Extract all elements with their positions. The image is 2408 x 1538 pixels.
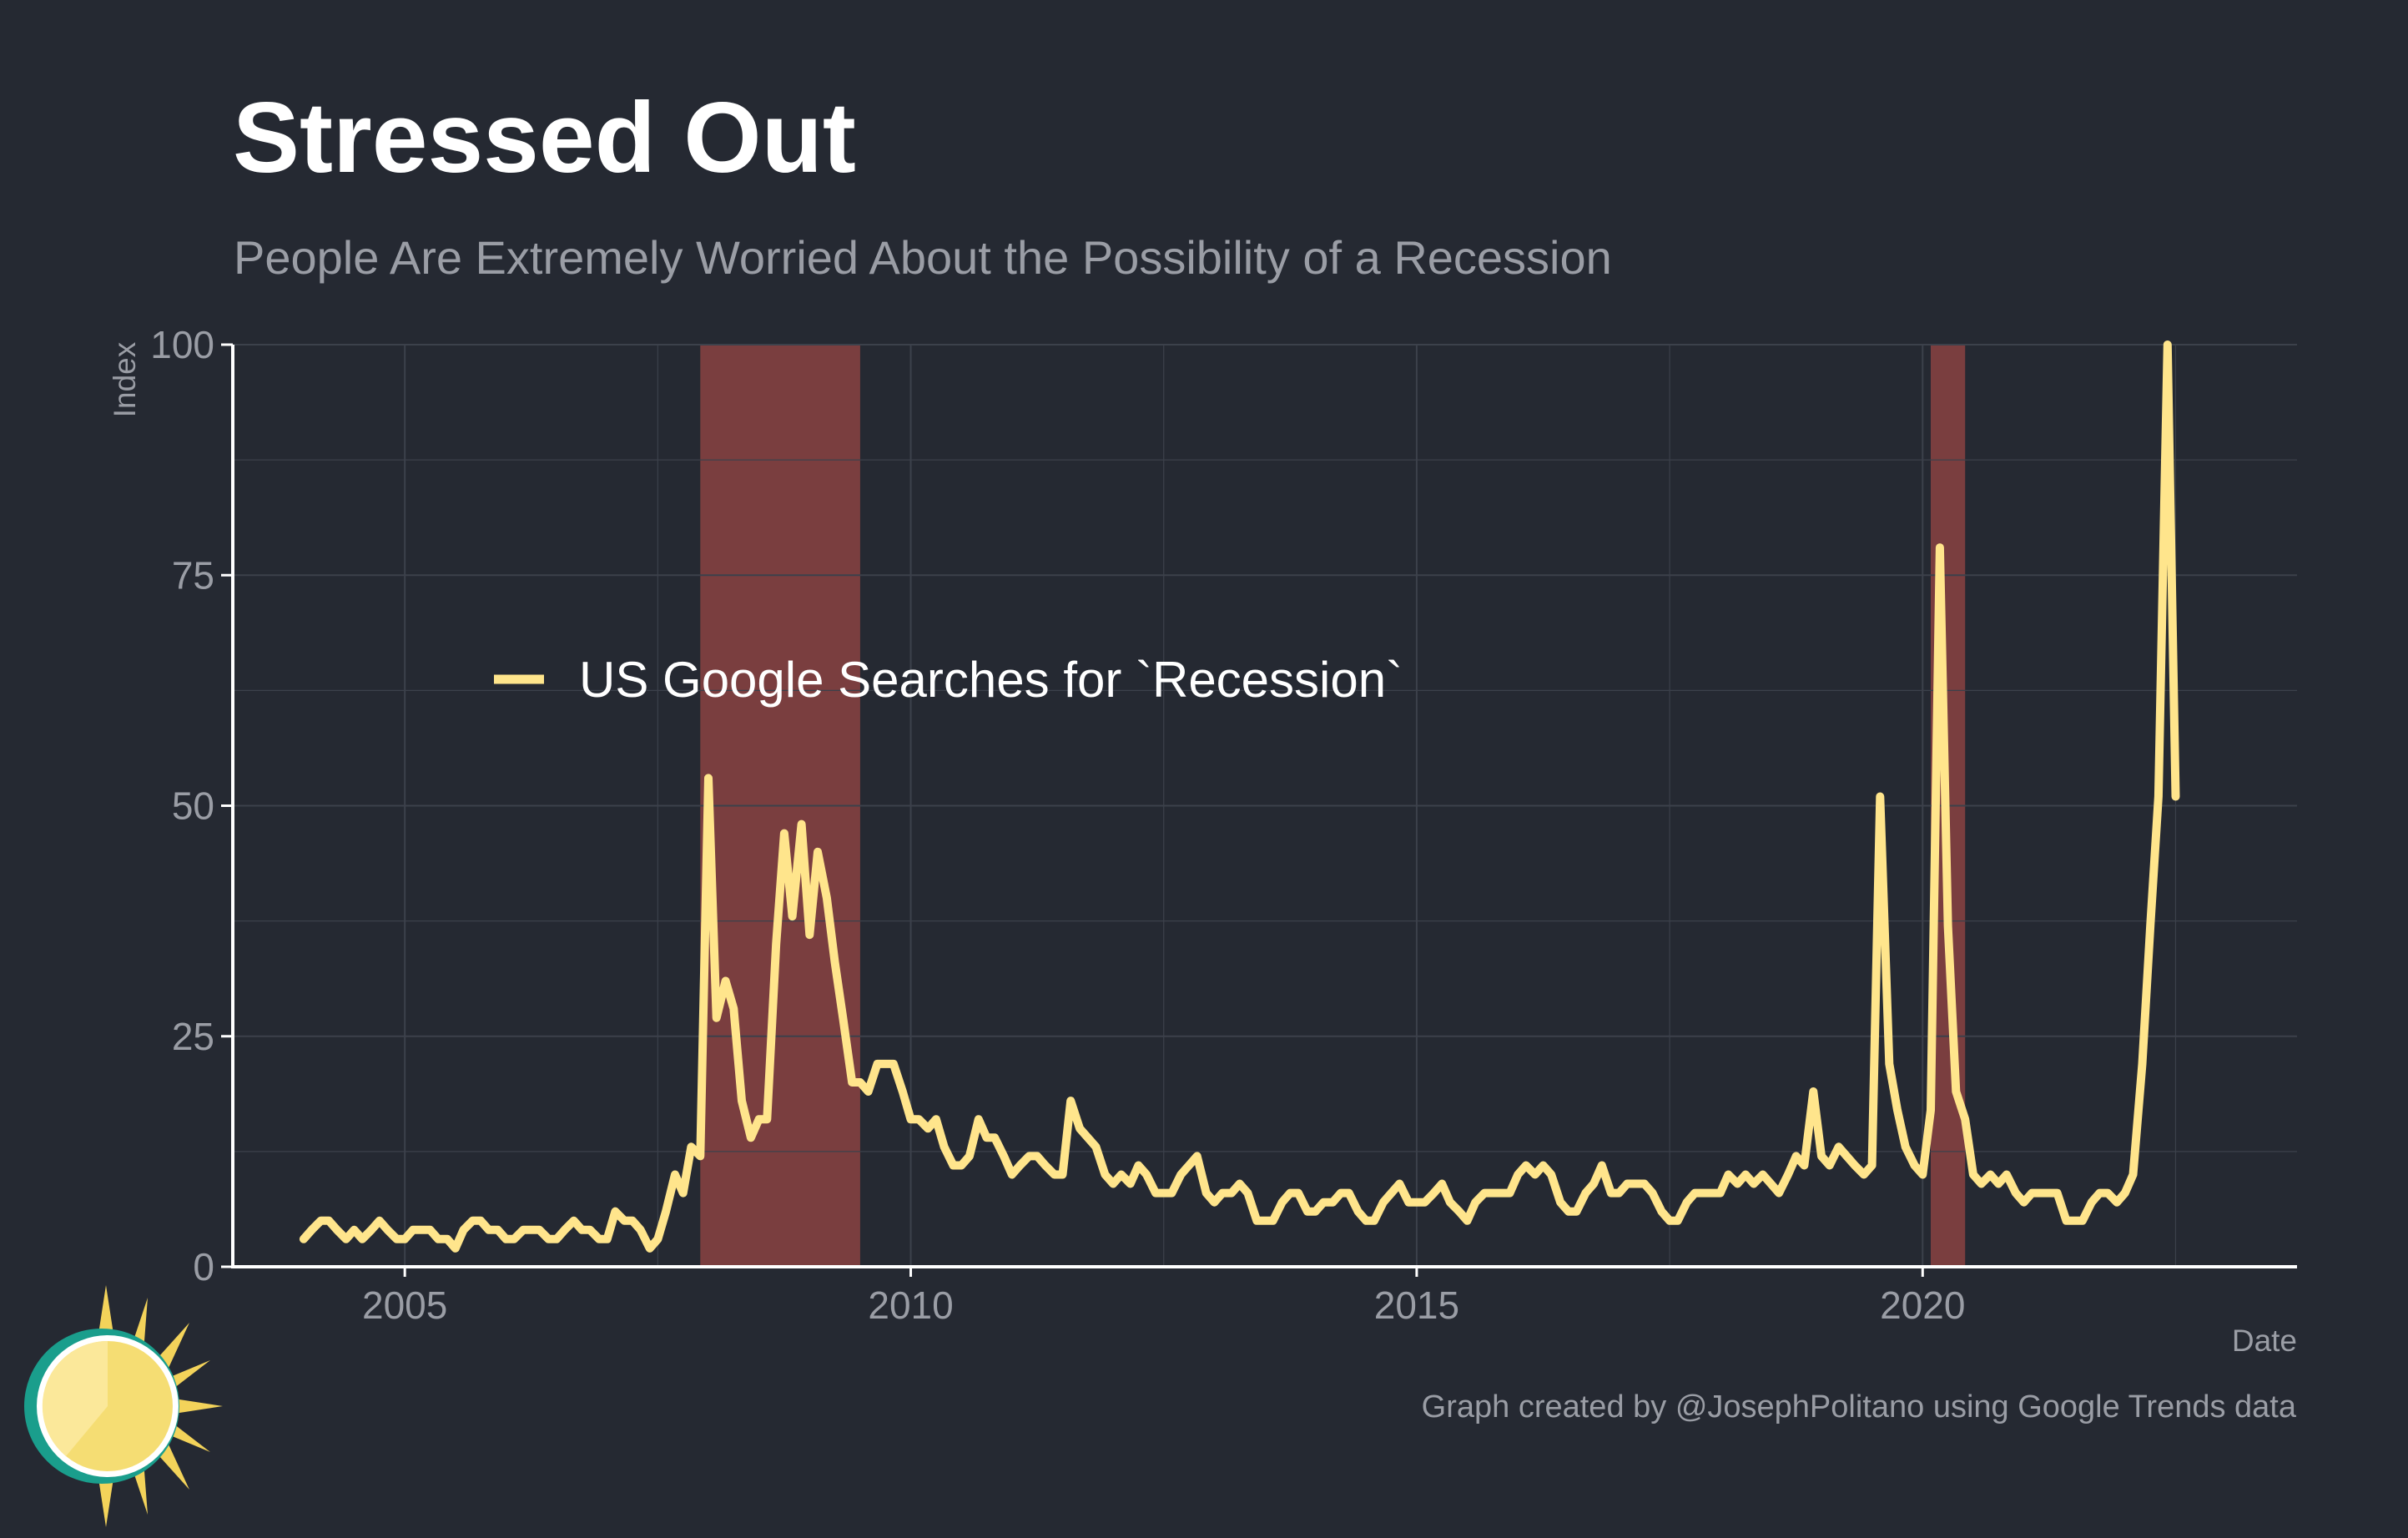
x-tick-label: 2010 bbox=[868, 1283, 953, 1327]
tick-labels: 0 25 50 75 100 2005 2010 2015 2020 bbox=[150, 323, 1965, 1327]
series-line bbox=[299, 340, 2180, 1253]
legend: US Google Searches for `Recession` bbox=[494, 652, 1403, 708]
x-tick-label: 2020 bbox=[1880, 1283, 1965, 1327]
chart-subtitle: People Are Extremely Worried About the P… bbox=[234, 231, 1612, 284]
source-caption: Graph created by @JosephPolitano using G… bbox=[1421, 1389, 2296, 1425]
y-tick-label: 100 bbox=[150, 323, 214, 366]
x-tick-label: 2005 bbox=[362, 1283, 447, 1327]
y-tick-label: 50 bbox=[172, 784, 214, 828]
y-tick-label: 0 bbox=[193, 1245, 214, 1288]
y-axis-title: Index bbox=[108, 341, 142, 417]
x-axis-title: Date bbox=[2232, 1324, 2297, 1358]
sun-logo-icon bbox=[24, 1285, 223, 1527]
legend-label: US Google Searches for `Recession` bbox=[579, 652, 1403, 708]
series bbox=[299, 340, 2180, 1253]
y-tick-label: 25 bbox=[172, 1015, 214, 1058]
y-tick-label: 75 bbox=[172, 553, 214, 597]
x-tick-label: 2015 bbox=[1374, 1283, 1459, 1327]
chart-title: Stressed Out bbox=[233, 82, 856, 194]
grid-lines bbox=[233, 344, 2297, 1268]
